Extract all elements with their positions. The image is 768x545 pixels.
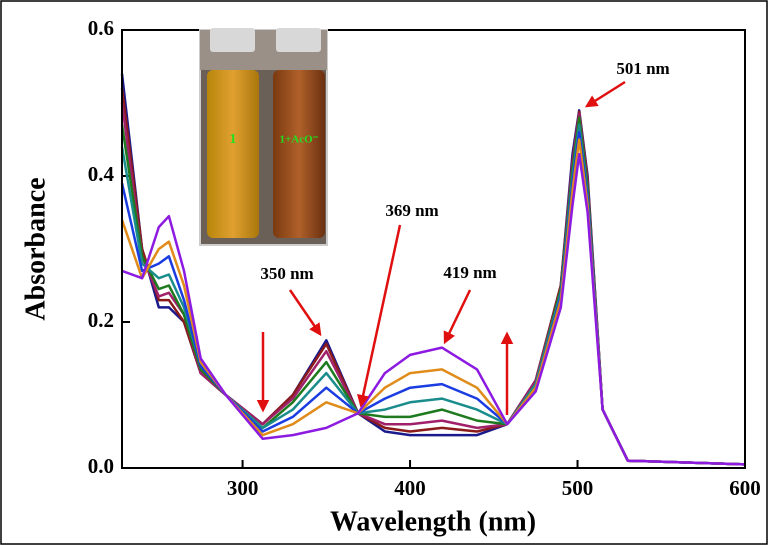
annotation-arrow [445,290,470,342]
vial-cap [276,28,321,52]
x-tick-label: 300 [227,476,259,500]
annotation: 501 nm [616,59,669,78]
annotation: 350 nm [260,264,313,283]
y-tick-label: 0.0 [88,454,114,478]
y-tick-label: 0.2 [88,308,114,332]
vial-cap [210,28,255,52]
inset-photo: 1 1+AcO⁻ [200,28,327,245]
y-axis-title: Absorbance [20,177,51,320]
vial-liquid [207,70,259,238]
annotation: 369 nm [385,201,438,220]
plot-area: 0.0 0.2 0.4 0.6 300 400 500 600 [88,16,761,500]
x-tick-label: 600 [729,476,761,500]
inset-label: 1+AcO⁻ [280,134,319,146]
y-tick-label: 0.4 [88,162,115,186]
annotation-arrow [587,82,625,106]
annotation-arrow [290,290,320,334]
vial-liquid [273,70,325,238]
x-axis-title: Wavelength (nm) [330,506,536,537]
x-tick-label: 400 [394,476,426,500]
x-tick-label: 500 [562,476,594,500]
y-tick-label: 0.6 [88,16,114,40]
annotation: 419 nm [443,263,496,282]
chart: 0.0 0.2 0.4 0.6 300 400 500 600 1 1+AcO⁻ 501 nm… [0,0,768,545]
inset-label: 1 [230,132,237,147]
